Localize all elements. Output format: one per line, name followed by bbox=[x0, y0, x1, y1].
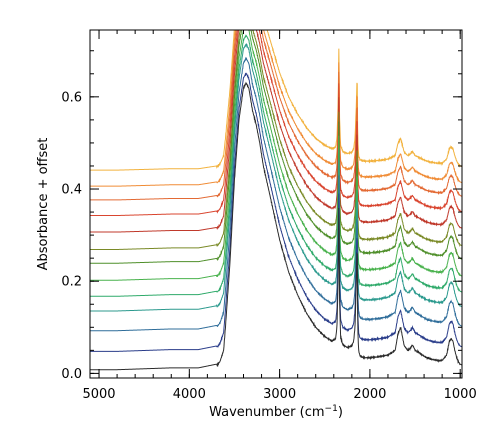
spectrum-series-7 bbox=[90, 30, 462, 264]
y-tick-label: 0.2 bbox=[61, 275, 82, 290]
spectrum-series-4 bbox=[90, 43, 462, 312]
tick-labels: 5000 4000 3000 2000 1000 0.0 0.2 0.4 0.6 bbox=[61, 90, 476, 402]
spectrum-series-12 bbox=[90, 30, 462, 187]
spectrum-series-11 bbox=[90, 30, 462, 201]
spectrum-series-2 bbox=[90, 72, 462, 352]
y-tick-label: 0.6 bbox=[61, 90, 82, 105]
spectrum-series-3 bbox=[90, 56, 462, 332]
x-tick-label: 1000 bbox=[444, 387, 477, 402]
y-tick-label: 0.0 bbox=[61, 367, 82, 382]
ticks-layer bbox=[90, 30, 462, 378]
spectrum-series-5 bbox=[90, 34, 462, 297]
x-tick-label: 5000 bbox=[82, 387, 115, 402]
spectrum-series-10 bbox=[90, 30, 462, 217]
x-tick-label: 2000 bbox=[353, 387, 386, 402]
x-tick-label: 3000 bbox=[263, 387, 296, 402]
spectrum-series-8 bbox=[90, 30, 462, 250]
y-tick-label: 0.4 bbox=[61, 183, 82, 198]
series-layer bbox=[90, 30, 462, 371]
x-tick-label: 4000 bbox=[173, 387, 206, 402]
spectrum-series-13 bbox=[90, 30, 462, 171]
spectrum-series-9 bbox=[90, 30, 462, 233]
spectrum-series-6 bbox=[90, 30, 462, 281]
x-axis-label: Wavenumber (cm−1) bbox=[209, 404, 343, 420]
spectrum-series-1 bbox=[90, 81, 462, 371]
plot-frame bbox=[89, 29, 463, 379]
y-axis-label: Absorbance + offset bbox=[36, 138, 51, 271]
